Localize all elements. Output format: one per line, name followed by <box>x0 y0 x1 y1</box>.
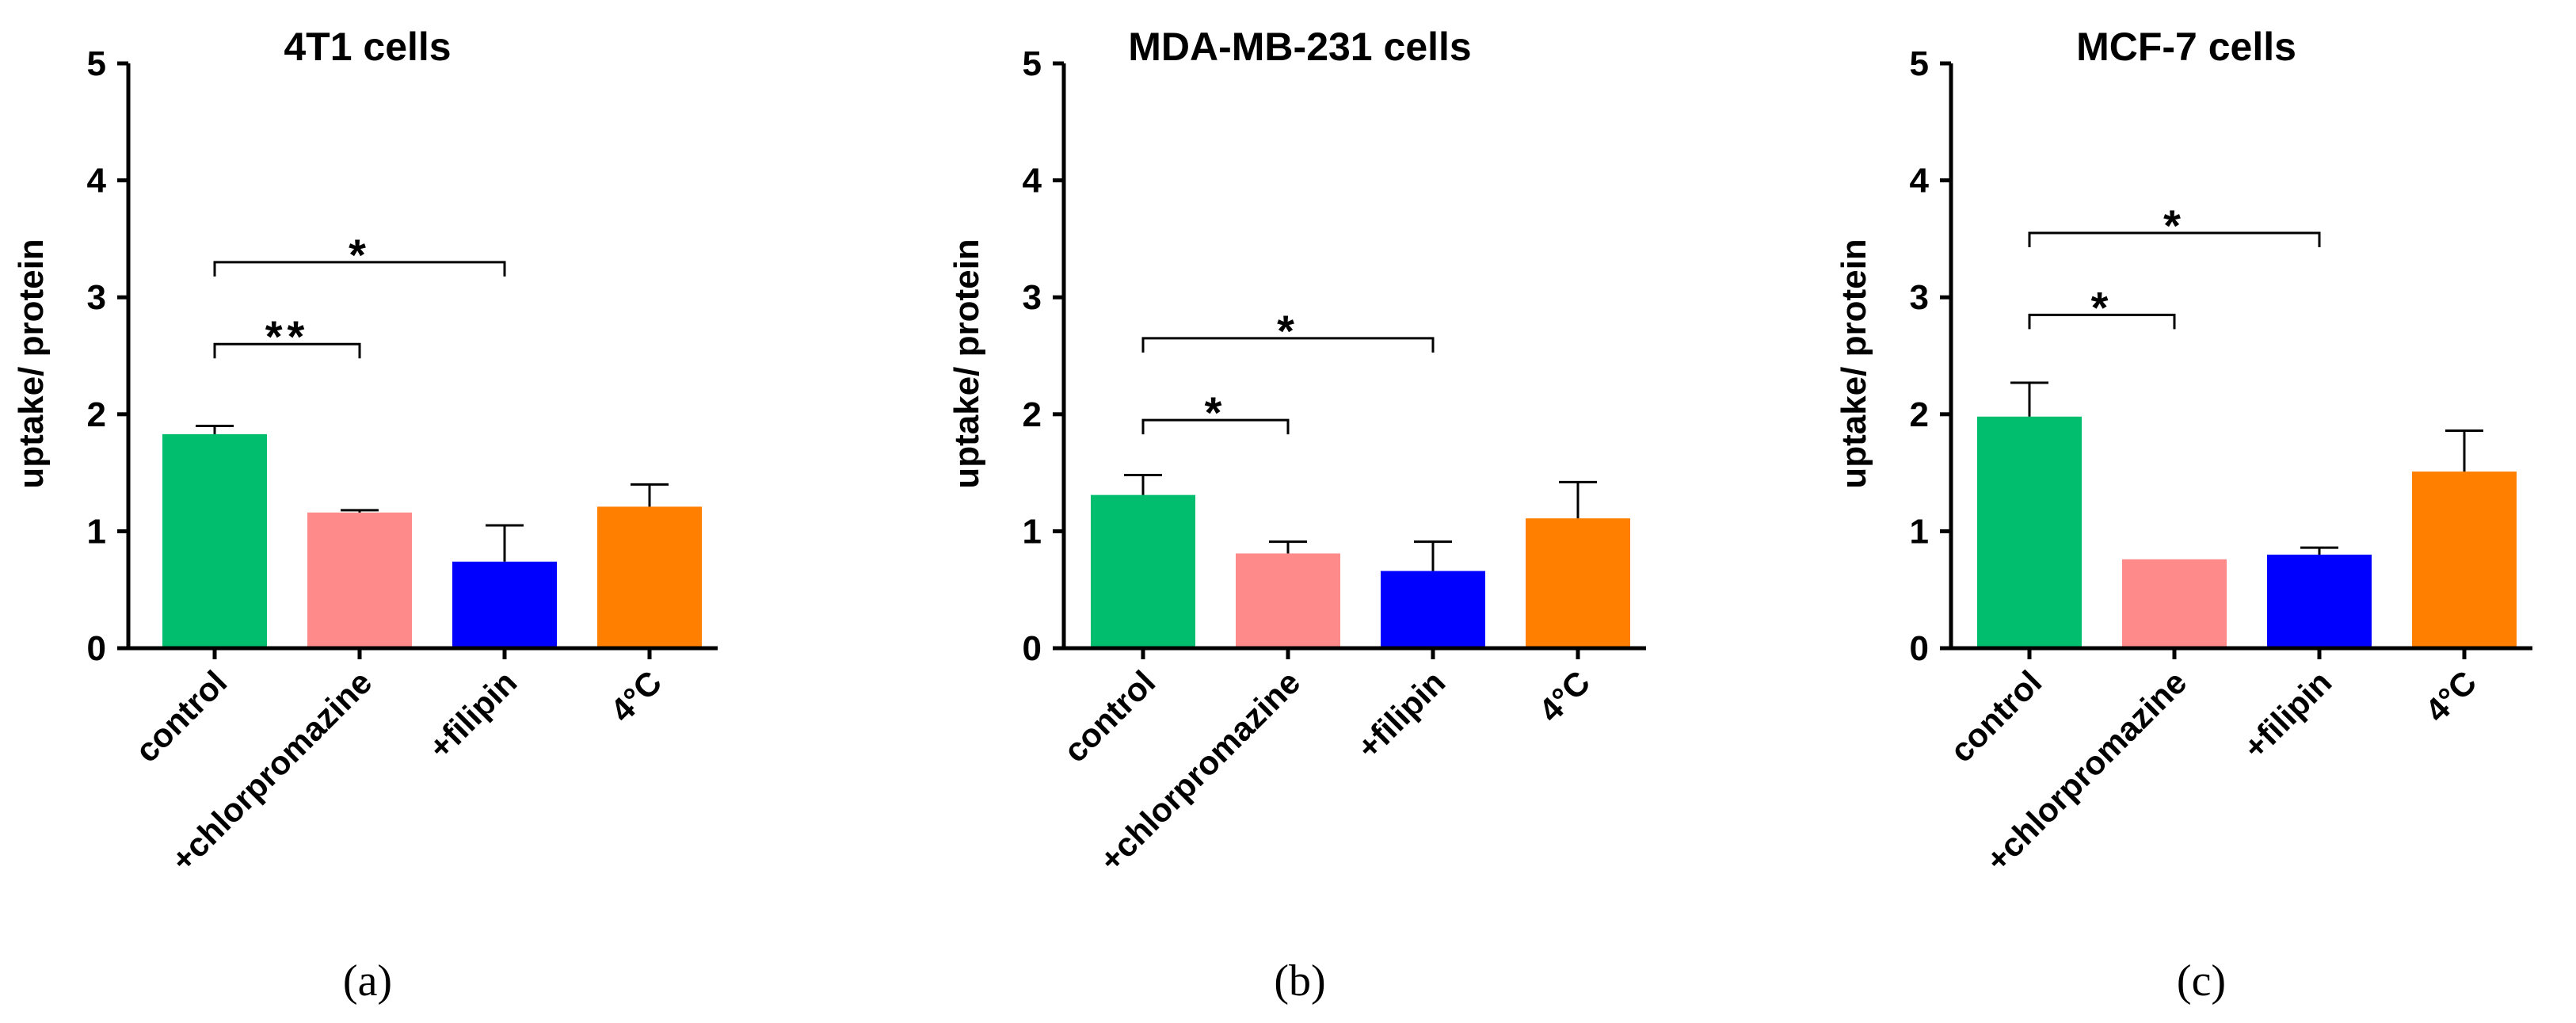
x-tick-label: control <box>1056 663 1162 769</box>
panel-label: (c) <box>2177 956 2226 1006</box>
significance-bracket <box>213 342 361 359</box>
y-tick-label: 3 <box>87 278 106 317</box>
bar-0 <box>162 433 267 648</box>
x-tick-label: control <box>128 663 234 769</box>
significance-bracket <box>2028 231 2321 248</box>
chart-title: MCF-7 cells <box>2076 25 2296 69</box>
significance-label: * <box>2163 200 2185 250</box>
y-tick-label: 5 <box>1910 44 1929 83</box>
bar-3 <box>2412 471 2517 648</box>
chart-panel-b: MDA-MB-231 cells012345control+chlorproma… <box>947 25 1646 1006</box>
x-tick-label: 4°C <box>1531 663 1597 729</box>
y-tick-label: 2 <box>1910 395 1929 434</box>
y-tick-label: 4 <box>1023 162 1042 200</box>
y-tick-label: 0 <box>1910 629 1929 668</box>
y-tick-label: 2 <box>1023 395 1042 434</box>
significance-label: ** <box>265 311 310 361</box>
y-tick-label: 4 <box>87 162 107 200</box>
panel-label: (a) <box>343 956 392 1006</box>
x-tick-label: +filipin <box>1350 663 1453 766</box>
bar-1 <box>307 512 412 648</box>
chart-title: MDA-MB-231 cells <box>1128 25 1471 69</box>
bar-3 <box>597 506 702 648</box>
significance-bracket <box>213 261 506 277</box>
bar-2 <box>2267 554 2372 648</box>
bar-1 <box>1236 553 1340 648</box>
y-axis-label: uptake/ protein <box>1835 239 1873 488</box>
bar-2 <box>452 561 557 648</box>
y-axis-label: uptake/ protein <box>12 239 51 488</box>
significance-label: * <box>1277 306 1299 356</box>
y-tick-label: 1 <box>1910 512 1929 551</box>
y-tick-label: 3 <box>1023 278 1042 317</box>
y-tick-label: 0 <box>1023 629 1042 668</box>
significance-bracket <box>1141 337 1435 353</box>
bar-0 <box>1091 494 1195 648</box>
y-tick-label: 5 <box>87 44 106 83</box>
y-tick-label: 4 <box>1910 162 1930 200</box>
significance-label: * <box>1205 387 1227 437</box>
y-axis-label: uptake/ protein <box>947 239 986 488</box>
bar-0 <box>1977 416 2082 648</box>
panel-label: (b) <box>1274 956 1325 1006</box>
y-tick-label: 0 <box>87 629 106 668</box>
significance-bracket <box>2028 313 2176 330</box>
x-tick-label: control <box>1942 663 2048 769</box>
x-tick-label: +filipin <box>421 663 524 766</box>
x-tick-label: +filipin <box>2236 663 2339 766</box>
y-tick-label: 5 <box>1023 44 1042 83</box>
chart-title: 4T1 cells <box>284 25 451 69</box>
significance-label: * <box>2091 282 2113 332</box>
y-tick-label: 3 <box>1910 278 1929 317</box>
significance-bracket <box>1141 418 1290 435</box>
x-tick-label: 4°C <box>603 663 669 729</box>
significance-label: * <box>349 230 371 280</box>
y-tick-label: 2 <box>87 395 106 434</box>
bar-2 <box>1381 571 1485 648</box>
y-tick-label: 1 <box>1023 512 1042 551</box>
y-tick-label: 1 <box>87 512 106 551</box>
bar-1 <box>2122 559 2227 648</box>
bar-3 <box>1526 518 1630 648</box>
x-tick-label: 4°C <box>2418 663 2483 729</box>
